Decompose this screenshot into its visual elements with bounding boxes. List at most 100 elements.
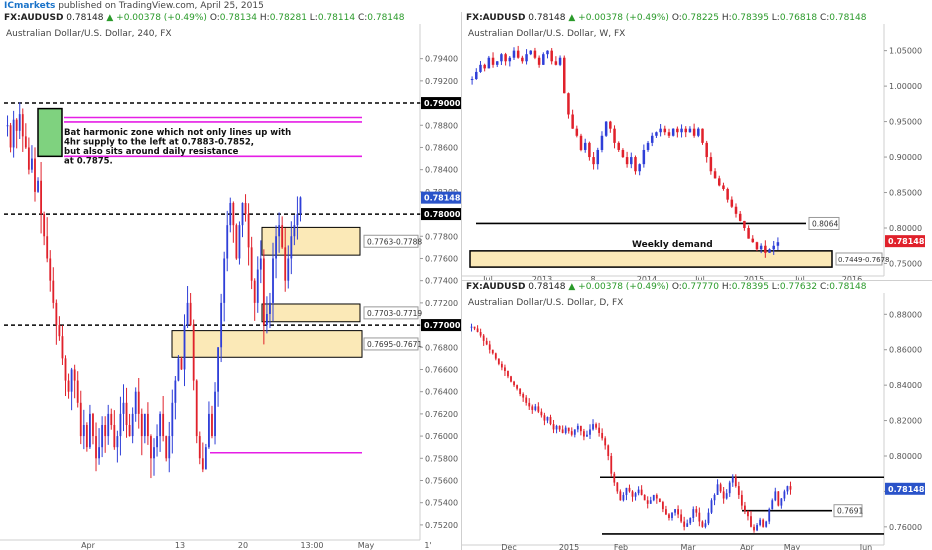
candle-body [704,523,707,527]
candle-body [740,494,743,506]
candle-body [15,119,18,131]
symbol[interactable]: FX:AUDUSD [4,13,64,23]
candle-body [734,477,737,487]
candle-body [171,402,174,437]
candle-body [12,119,15,148]
candle-body [55,302,58,326]
chart-weekly[interactable]: Australian Dollar/U.S. Dollar, W, FX 1.05… [462,24,932,280]
candle-body [783,491,786,499]
level-label: 0.78000 [424,210,461,219]
candle-body [776,242,780,246]
candle-body [625,487,628,495]
candle-body [107,413,110,437]
y-tick-label: 0.76000 [425,432,458,441]
x-tick-label: Jun [859,543,873,550]
level-label-bg [808,216,840,230]
x-tick-label: Feb [614,543,628,550]
zone-label: 0.7449-0.7678 [838,256,890,264]
candle-body [768,249,771,253]
candle-body [146,413,149,437]
y-tick-label: 1.00000 [889,82,922,91]
candle-body [500,54,503,62]
candle-body [204,447,207,470]
current-price-label: 0.78148 [888,485,925,494]
panel-daily: FX:AUDUSD 0.78148 ▲ +0.00378 (+0.49%) O:… [462,281,932,550]
candle-body [600,135,604,150]
y-tick-label: 0.77600 [425,254,458,263]
candle-body [529,50,532,55]
candle-body [101,424,104,448]
y-tick-label: 0.80000 [889,224,922,233]
candle-body [9,125,12,148]
level-label-bg [833,504,863,518]
candle-body [575,128,579,136]
candle-body [510,376,512,382]
candle-body [753,526,755,531]
candle-body [768,509,771,522]
candle-body [663,128,667,133]
candle-body [642,149,646,165]
current-price-label: 0.78148 [888,237,925,246]
candle-body [772,245,775,250]
x-tick-label: Dec [501,543,516,550]
candle-body [567,93,570,115]
candle-body [256,269,259,303]
candle-body [483,64,486,69]
candle-body [49,258,52,281]
x-tick-label: 2016 [842,275,862,280]
candle-body [701,521,704,527]
candle-body [713,171,717,179]
candle-body [609,121,612,129]
candle-body [646,142,650,150]
candle-body [500,363,503,368]
panel-divider-horizontal [462,280,932,281]
y-tick-label: 0.78400 [425,166,458,175]
open-value: 0.78225 [681,13,720,23]
candle-body [494,353,497,359]
x-tick-label: 1' [424,541,431,550]
candle-body [542,54,545,65]
candle-body [676,128,679,133]
candle-body [570,431,573,435]
candle-body [652,494,655,501]
candle-body [596,149,600,165]
candle-body [643,494,646,501]
y-tick-label: 0.75400 [425,499,458,508]
candle-body [208,413,210,448]
candle-body [667,132,671,136]
candle-body [31,158,33,170]
low-value: 0.78114 [317,13,356,23]
chart-daily[interactable]: Australian Dollar/U.S. Dollar, D, FX 0.88… [462,293,932,550]
y-tick-label: 0.77200 [425,299,458,308]
symbol[interactable]: FX:AUDUSD [466,282,526,292]
candle-body [621,149,625,158]
symbol[interactable]: FX:AUDUSD [466,13,526,23]
candle-body [195,380,198,437]
panel-daily-header: FX:AUDUSD 0.78148 ▲ +0.00378 (+0.49%) O:… [466,282,867,292]
candle-body [697,128,700,136]
candle-body [470,79,474,81]
candle-body [554,61,558,65]
open-value: 0.78134 [219,13,258,23]
y-tick-label: 0.84000 [889,381,922,390]
level-label: 0.79000 [424,99,461,108]
candle-body [290,236,293,259]
bat-harmonic-zone [37,107,63,158]
candle-body [616,482,619,492]
high-value: 0.78395 [731,282,769,292]
close-value: 0.78148 [829,282,867,292]
candle-body [771,500,774,510]
candle-body [525,397,528,403]
chart-title: Australian Dollar/U.S. Dollar, W, FX [468,29,625,39]
x-tick-label: Mar [680,543,696,550]
candle-body [592,424,594,430]
candle-body [220,302,223,348]
y-tick-label: 0.75000 [889,259,922,268]
candle-body [516,50,520,58]
brand-name[interactable]: ICmarkets [4,1,56,11]
candle-body [58,325,61,337]
x-tick-label: Apr [740,543,755,550]
x-tick-label: 2013 [532,275,552,280]
candle-body [649,500,652,504]
chart-h4[interactable]: Australian Dollar/U.S. Dollar, 240, FX 0.… [0,24,461,550]
